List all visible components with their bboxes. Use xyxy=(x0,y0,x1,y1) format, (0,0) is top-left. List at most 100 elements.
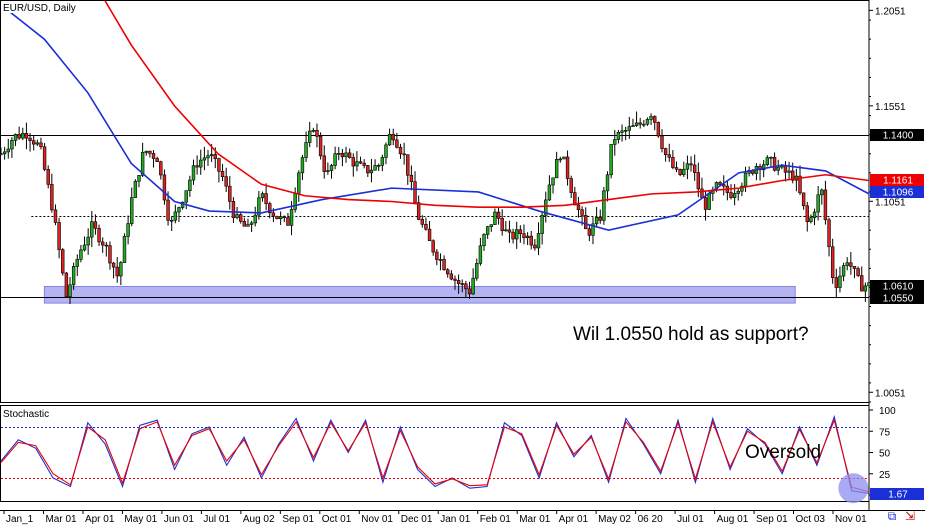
candles-group xyxy=(0,111,871,305)
candle-body xyxy=(620,130,624,133)
candle-body xyxy=(424,223,428,230)
candle-body xyxy=(329,165,334,171)
candle-body xyxy=(809,217,813,222)
candle-body xyxy=(347,152,352,158)
candle-body xyxy=(584,215,588,230)
stochastic-current-label: 1.67 xyxy=(888,490,908,501)
candle-body xyxy=(355,161,359,167)
candle-body xyxy=(841,265,846,277)
candle-body xyxy=(504,229,508,232)
candle-body xyxy=(674,167,679,170)
candle-body xyxy=(140,152,145,176)
support-question-annotation: Wil 1.0550 hold as support? xyxy=(573,324,809,345)
candle-body xyxy=(576,204,581,211)
candle-body xyxy=(569,178,573,193)
candle-body xyxy=(260,193,265,199)
candle-body xyxy=(246,224,250,227)
candle-body xyxy=(649,116,653,120)
candle-body xyxy=(97,228,101,243)
candle-body xyxy=(104,244,109,247)
candle-body xyxy=(558,158,562,161)
candle-body xyxy=(286,217,290,226)
candle-body xyxy=(834,277,839,288)
candle-body xyxy=(653,116,657,123)
candle-body xyxy=(580,209,584,216)
candle-body xyxy=(707,193,711,210)
candle-body xyxy=(351,157,355,167)
candle-body xyxy=(13,134,18,141)
candle-body xyxy=(144,150,148,153)
time-tick-label: May 02 xyxy=(598,514,631,525)
candle-body xyxy=(489,224,493,227)
candle-body xyxy=(500,218,504,232)
candle-body xyxy=(238,214,243,222)
candle-body xyxy=(304,142,308,158)
candle-body xyxy=(300,157,305,174)
time-tick-label: Sep 01 xyxy=(756,514,788,525)
time-tick-label: Jan 01 xyxy=(440,514,470,525)
price-badge xyxy=(870,292,924,304)
arrow-icon[interactable]: ⇲ xyxy=(904,509,916,523)
candle-body xyxy=(616,131,621,140)
candle-body xyxy=(326,170,330,172)
time-tick-label: 06 20 xyxy=(638,514,663,525)
time-tick-label: Feb 01 xyxy=(480,514,512,525)
candle-body xyxy=(787,170,791,173)
stochastic-signal-line xyxy=(0,418,870,493)
candle-body xyxy=(209,154,214,156)
candle-body xyxy=(21,133,25,139)
candle-body xyxy=(249,222,254,225)
candle-body xyxy=(28,137,32,141)
candle-body xyxy=(264,193,268,204)
candle-body xyxy=(446,269,450,275)
candle-body xyxy=(776,166,780,171)
time-tick-label: Dec 01 xyxy=(401,514,433,525)
support-zone xyxy=(43,285,796,304)
candle-body xyxy=(46,169,50,185)
candle-body xyxy=(435,251,439,260)
candle-body xyxy=(602,190,606,221)
candle-body xyxy=(547,184,552,201)
stochastic-tick-label: 25 xyxy=(879,470,891,481)
candle-body xyxy=(93,221,98,229)
candle-body xyxy=(413,181,417,203)
candle-body xyxy=(82,244,87,251)
candle-body xyxy=(772,156,777,171)
time-tick-label: Mar 01 xyxy=(45,514,77,525)
candle-body xyxy=(631,125,635,127)
candle-body xyxy=(685,163,690,170)
time-tick-label: Nov 01 xyxy=(835,514,867,525)
candle-body xyxy=(366,165,370,174)
stochastic-panel-frame xyxy=(0,405,870,502)
time-tick-label: Oct 03 xyxy=(796,514,826,525)
candle-body xyxy=(573,192,577,206)
candle-body xyxy=(736,190,740,194)
candle-body xyxy=(322,155,326,172)
candle-body xyxy=(732,193,737,198)
candle-body xyxy=(57,222,61,250)
candle-body xyxy=(838,275,842,288)
time-tick-label: Jan_1 xyxy=(6,514,34,525)
price-badge-label: 1.1161 xyxy=(883,176,913,187)
candle-body xyxy=(623,130,628,132)
camera-icon[interactable]: ⧉ xyxy=(887,509,897,523)
price-tick-label: 1.1051 xyxy=(875,197,906,208)
candle-body xyxy=(667,154,671,158)
candle-body xyxy=(2,151,7,155)
candle-body xyxy=(315,129,319,137)
candle-body xyxy=(416,202,421,220)
candle-body xyxy=(852,266,857,269)
stochastic-current-badge xyxy=(870,488,924,500)
candle-body xyxy=(722,184,726,187)
candle-body xyxy=(638,122,642,125)
time-tick-label: Jul 01 xyxy=(203,514,230,525)
candle-body xyxy=(769,156,773,159)
candle-body xyxy=(90,221,94,238)
candle-body xyxy=(791,170,795,181)
candle-body xyxy=(522,233,526,239)
candle-body xyxy=(86,236,90,246)
candle-body xyxy=(801,192,806,207)
candle-body xyxy=(231,201,236,218)
candle-body xyxy=(235,214,239,218)
candle-body xyxy=(119,262,123,277)
